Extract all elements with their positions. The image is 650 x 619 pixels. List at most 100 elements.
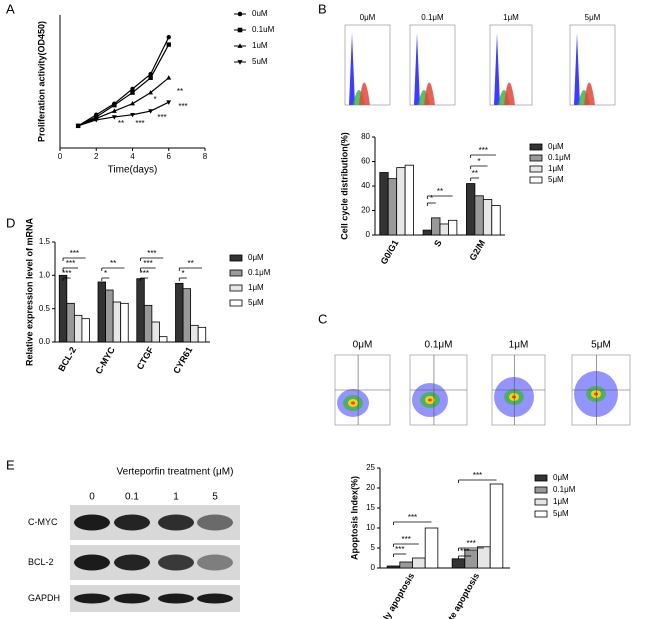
dotplot-title: 5μM [591, 340, 611, 351]
legend-label: 0.1μM [248, 268, 271, 277]
legend-label: 5μM [548, 175, 564, 184]
panel-label: C [318, 311, 327, 326]
bar [182, 288, 192, 343]
bar [431, 217, 441, 236]
series-line [77, 44, 170, 127]
significance: * [153, 95, 156, 104]
blot-title: Verteporfin treatment (μM) [117, 467, 234, 478]
point [166, 100, 172, 105]
blot-band [74, 554, 110, 571]
blot-band [158, 514, 194, 531]
bar [66, 302, 75, 343]
significance: ** [472, 169, 478, 178]
legend-swatch [529, 154, 543, 162]
histogram-g2 [504, 82, 515, 105]
point [75, 124, 81, 129]
bar [136, 278, 145, 343]
significance: *** [460, 547, 469, 556]
bar [387, 178, 398, 236]
x-tick-label: 8 [203, 152, 208, 161]
lane-label: 5 [212, 492, 218, 503]
legend-label: 5μM [248, 298, 264, 307]
point [93, 118, 99, 123]
bar [412, 557, 426, 569]
point [130, 112, 135, 118]
point [237, 27, 243, 33]
y-tick-label: 0 [371, 563, 376, 572]
bar [120, 302, 129, 343]
significance: * [430, 194, 433, 203]
point [111, 115, 117, 120]
bar [404, 164, 414, 236]
bar [81, 318, 90, 343]
significance: *** [473, 471, 482, 480]
bar [477, 546, 491, 569]
legend-label: 0.1uM [252, 25, 275, 34]
bar [190, 324, 199, 343]
dotplot-core [351, 401, 355, 405]
point [130, 101, 135, 106]
y-tick-label: 10 [366, 523, 375, 532]
dotplot-core [594, 392, 598, 396]
histogram-title: 1μM [503, 13, 519, 22]
significance: *** [479, 146, 488, 155]
legend-label: 0.1μM [548, 153, 571, 162]
x-tick-label: 2 [94, 152, 99, 161]
histogram-title: 5μM [585, 13, 601, 22]
lane-label: 0.1 [125, 492, 139, 503]
legend-label: 0uM [252, 9, 268, 18]
bar [143, 304, 153, 343]
legend-label: 1uM [252, 41, 268, 50]
legend-label: 1μM [553, 497, 569, 506]
histogram-title: 0.1μM [421, 13, 444, 22]
series-line [77, 101, 170, 127]
legend-label: 0μM [248, 253, 264, 262]
x-tick-label: 4 [130, 152, 135, 161]
dotplot-title: 0.1μM [425, 340, 453, 351]
histogram-peak [574, 33, 580, 105]
y-tick-label: 60 [361, 157, 370, 166]
y-tick-label: 0 [366, 230, 371, 239]
bar [424, 527, 439, 569]
significance: * [478, 157, 481, 166]
significance: *** [408, 513, 417, 522]
y-tick-label: 25 [366, 463, 375, 472]
bar [396, 167, 406, 236]
significance: ** [110, 259, 116, 268]
bar [451, 558, 466, 569]
y-tick-label: 80 [361, 132, 370, 141]
bar [379, 172, 389, 236]
legend-swatch [229, 284, 243, 292]
legend-label: 5μM [553, 509, 569, 518]
bar [466, 183, 476, 236]
significance: *** [147, 249, 156, 258]
legend-swatch [229, 299, 243, 307]
legend-swatch [534, 486, 548, 494]
legend-label: 1μM [248, 283, 264, 292]
x-tick-label: CYR61 [171, 345, 194, 375]
significance: *** [143, 259, 152, 268]
significance: *** [178, 102, 187, 111]
bar [489, 483, 504, 569]
bar [151, 321, 160, 343]
dotplot-title: 1μM [509, 340, 529, 351]
blot-band [197, 593, 233, 604]
histogram-g2 [584, 82, 595, 105]
legend-swatch [534, 474, 548, 482]
y-axis-label: Proliferation activity(OD450) [36, 21, 46, 142]
significance: ** [177, 87, 183, 96]
significance: ** [437, 187, 443, 196]
significance: *** [135, 119, 144, 128]
legend-swatch [529, 143, 543, 151]
legend-swatch [534, 498, 548, 506]
bar [112, 301, 122, 343]
bar [175, 282, 184, 343]
lane-label: 1 [173, 492, 179, 503]
x-tick-label: S [432, 238, 444, 248]
bar [448, 219, 458, 236]
legend-label: 0μM [548, 142, 564, 151]
blot-band [114, 593, 150, 604]
x-tick-label: Early apoptosis [374, 571, 416, 619]
point [237, 11, 243, 17]
x-tick-label: CTGF [135, 345, 156, 372]
